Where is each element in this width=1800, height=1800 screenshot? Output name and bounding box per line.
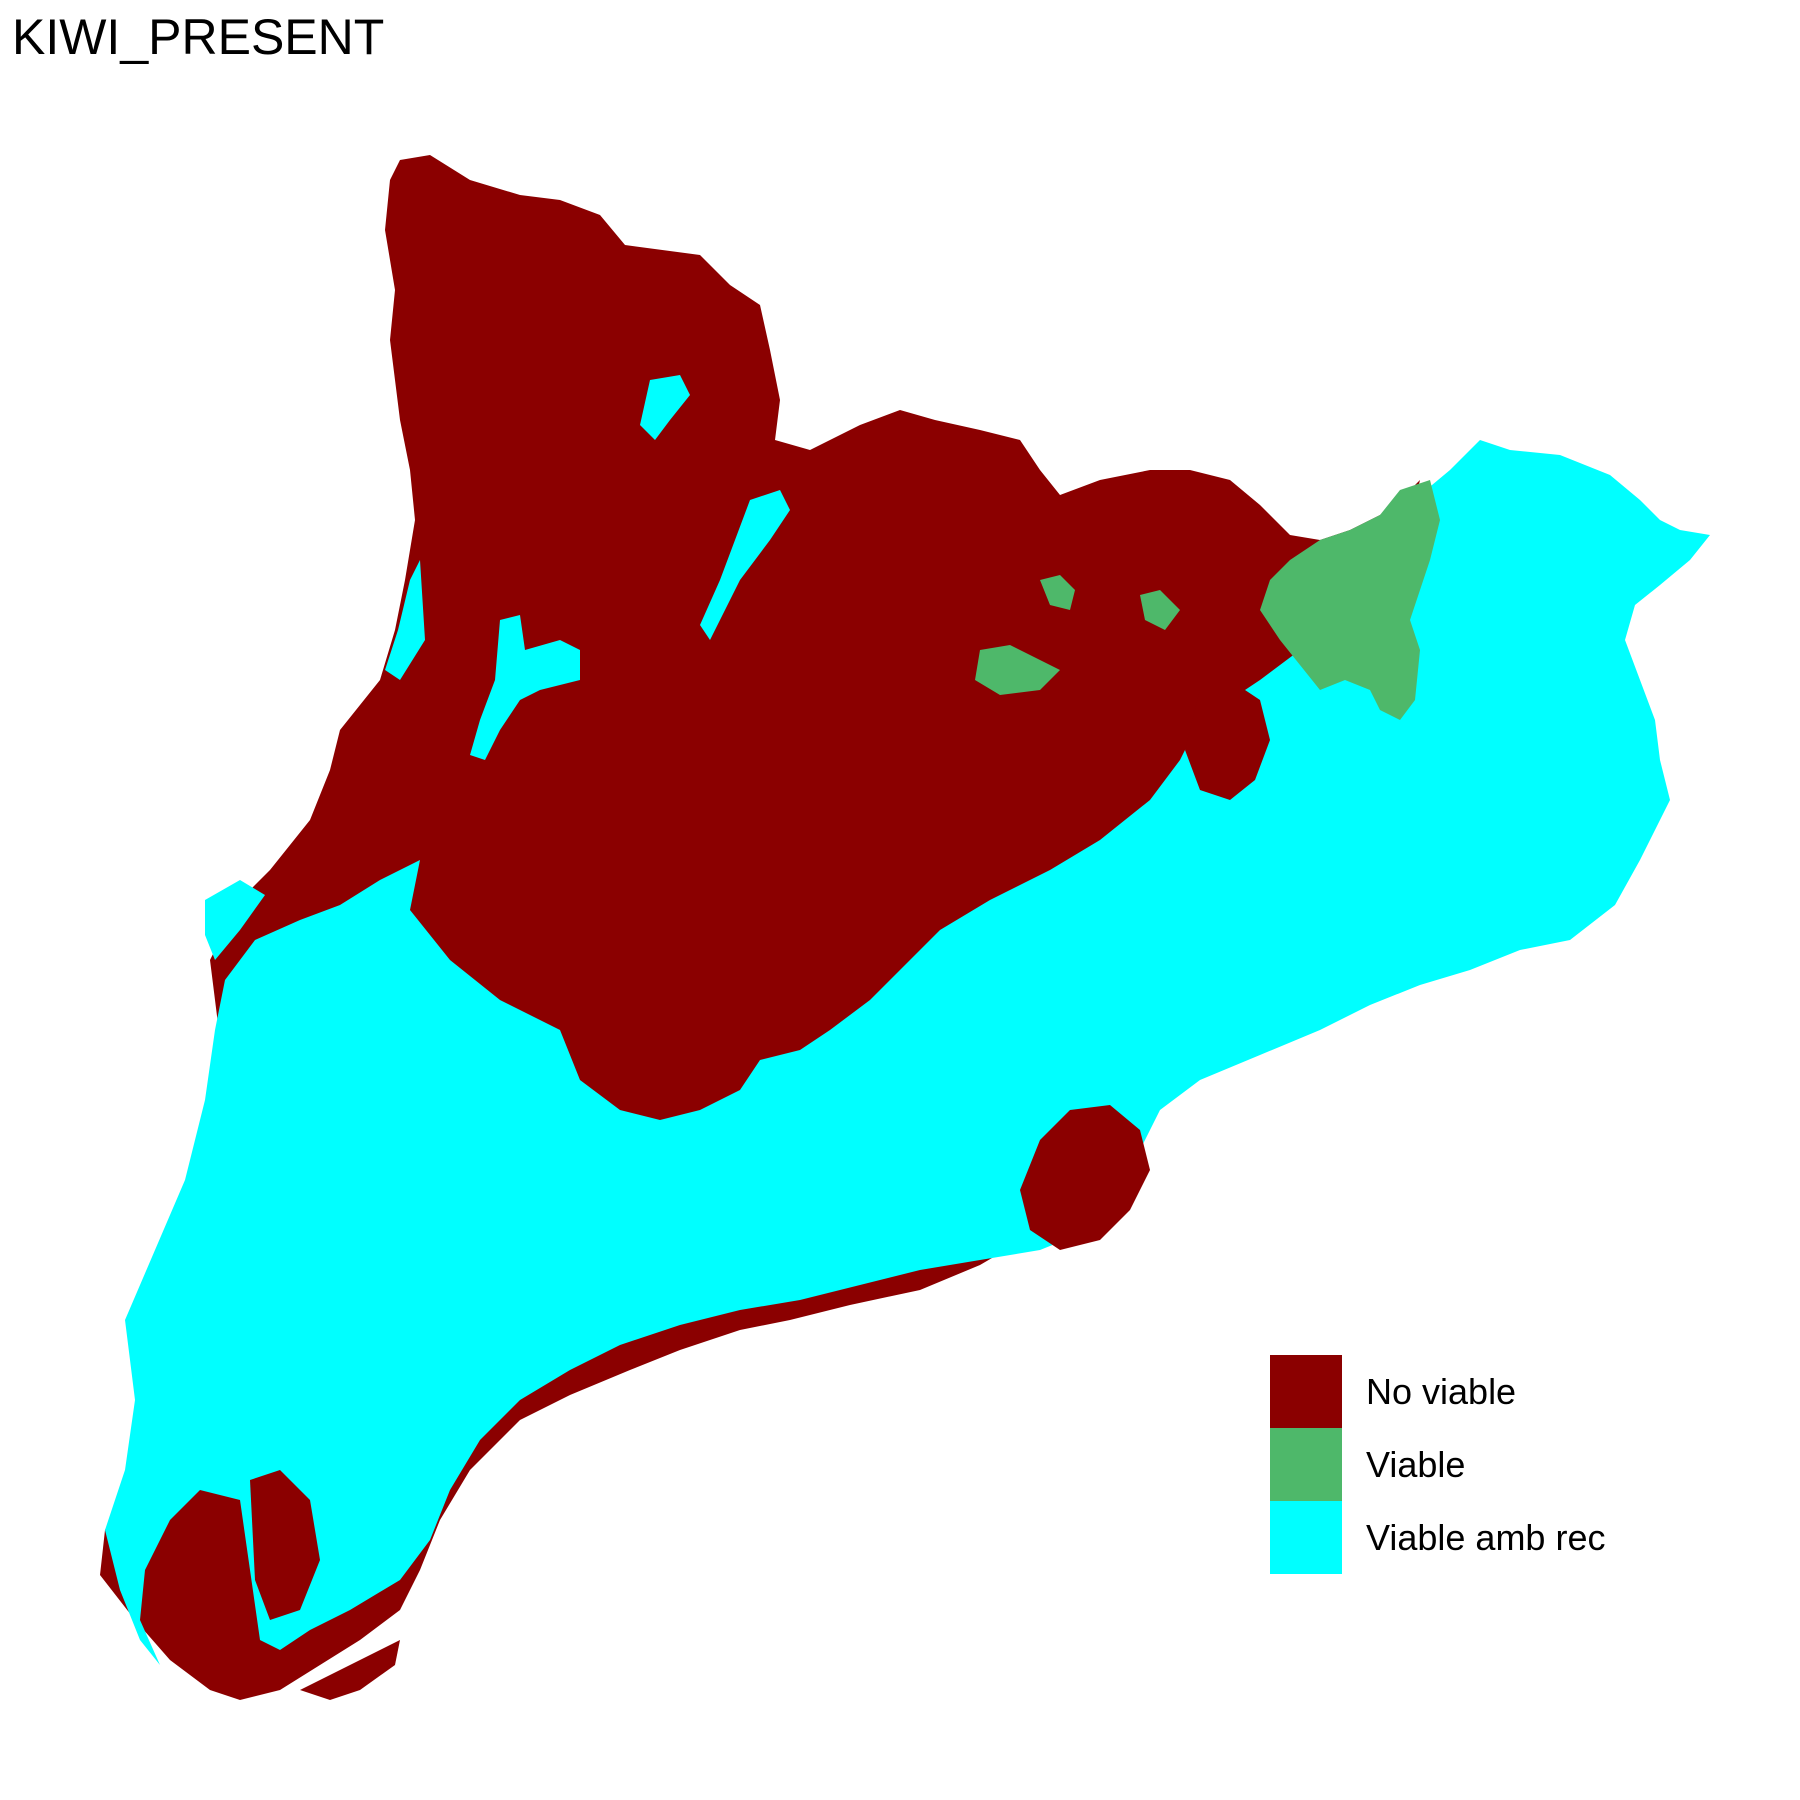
region-viable-amb-rec-main xyxy=(105,440,1710,1665)
map-title: KIWI_PRESENT xyxy=(12,9,385,65)
legend-label-viable: Viable xyxy=(1366,1443,1466,1485)
legend-swatch-viable-amb-rec xyxy=(1270,1501,1342,1574)
region-viable-amb-rec-valley-2 xyxy=(700,490,790,640)
region-no-viable-intrusion-1 xyxy=(1020,1105,1150,1250)
legend-label-viable-amb-rec: Viable amb rec xyxy=(1366,1516,1606,1558)
region-viable-amb-rec-sw-edge xyxy=(205,880,265,960)
legend-item-viable-amb-rec: Viable amb rec xyxy=(1270,1501,1605,1574)
region-viable-ne xyxy=(1260,480,1440,720)
region-viable-amb-rec-valley-3 xyxy=(470,615,580,760)
legend-label-no-viable: No viable xyxy=(1366,1370,1517,1412)
region-viable-north-1 xyxy=(1040,575,1075,610)
region-viable-north-3 xyxy=(975,645,1060,695)
region-no-viable-intrusion-3 xyxy=(250,1470,320,1620)
region-no-viable-intrusion-2 xyxy=(1185,680,1270,800)
legend-swatch-no-viable xyxy=(1270,1355,1342,1428)
legend: No viable Viable Viable amb rec xyxy=(1270,1355,1605,1574)
region-viable-amb-rec-west-edge xyxy=(385,560,425,680)
region-no-viable-delta xyxy=(300,1640,400,1700)
region-viable-amb-rec-valley-1 xyxy=(640,375,690,440)
legend-item-no-viable: No viable xyxy=(1270,1355,1605,1428)
region-viable-north-2 xyxy=(1140,590,1180,630)
legend-swatch-viable xyxy=(1270,1428,1342,1501)
legend-item-viable: Viable xyxy=(1270,1428,1605,1501)
